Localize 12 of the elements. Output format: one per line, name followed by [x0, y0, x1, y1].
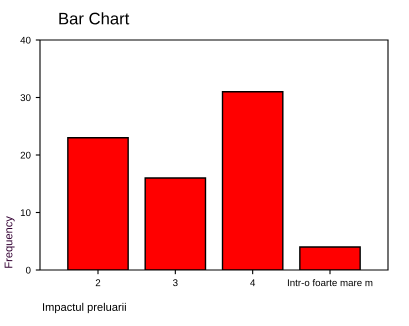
x-tick-label: 4: [250, 279, 256, 286]
y-tick-label: 20: [20, 152, 31, 159]
chart-title: Bar Chart: [59, 12, 130, 24]
y-tick-label: 40: [20, 36, 31, 44]
x-axis-title: Impactul preluarii: [43, 302, 126, 314]
x-tick-label: Intr-o foarte mare m: [288, 279, 372, 286]
y-tick-label: 0: [26, 266, 31, 274]
y-tick-label: 10: [20, 209, 31, 216]
y-axis-title: Frequency: [4, 216, 15, 268]
x-tick-label: 3: [173, 279, 178, 286]
x-tick-label: 2: [96, 279, 100, 286]
y-tick-label: 30: [20, 94, 31, 102]
